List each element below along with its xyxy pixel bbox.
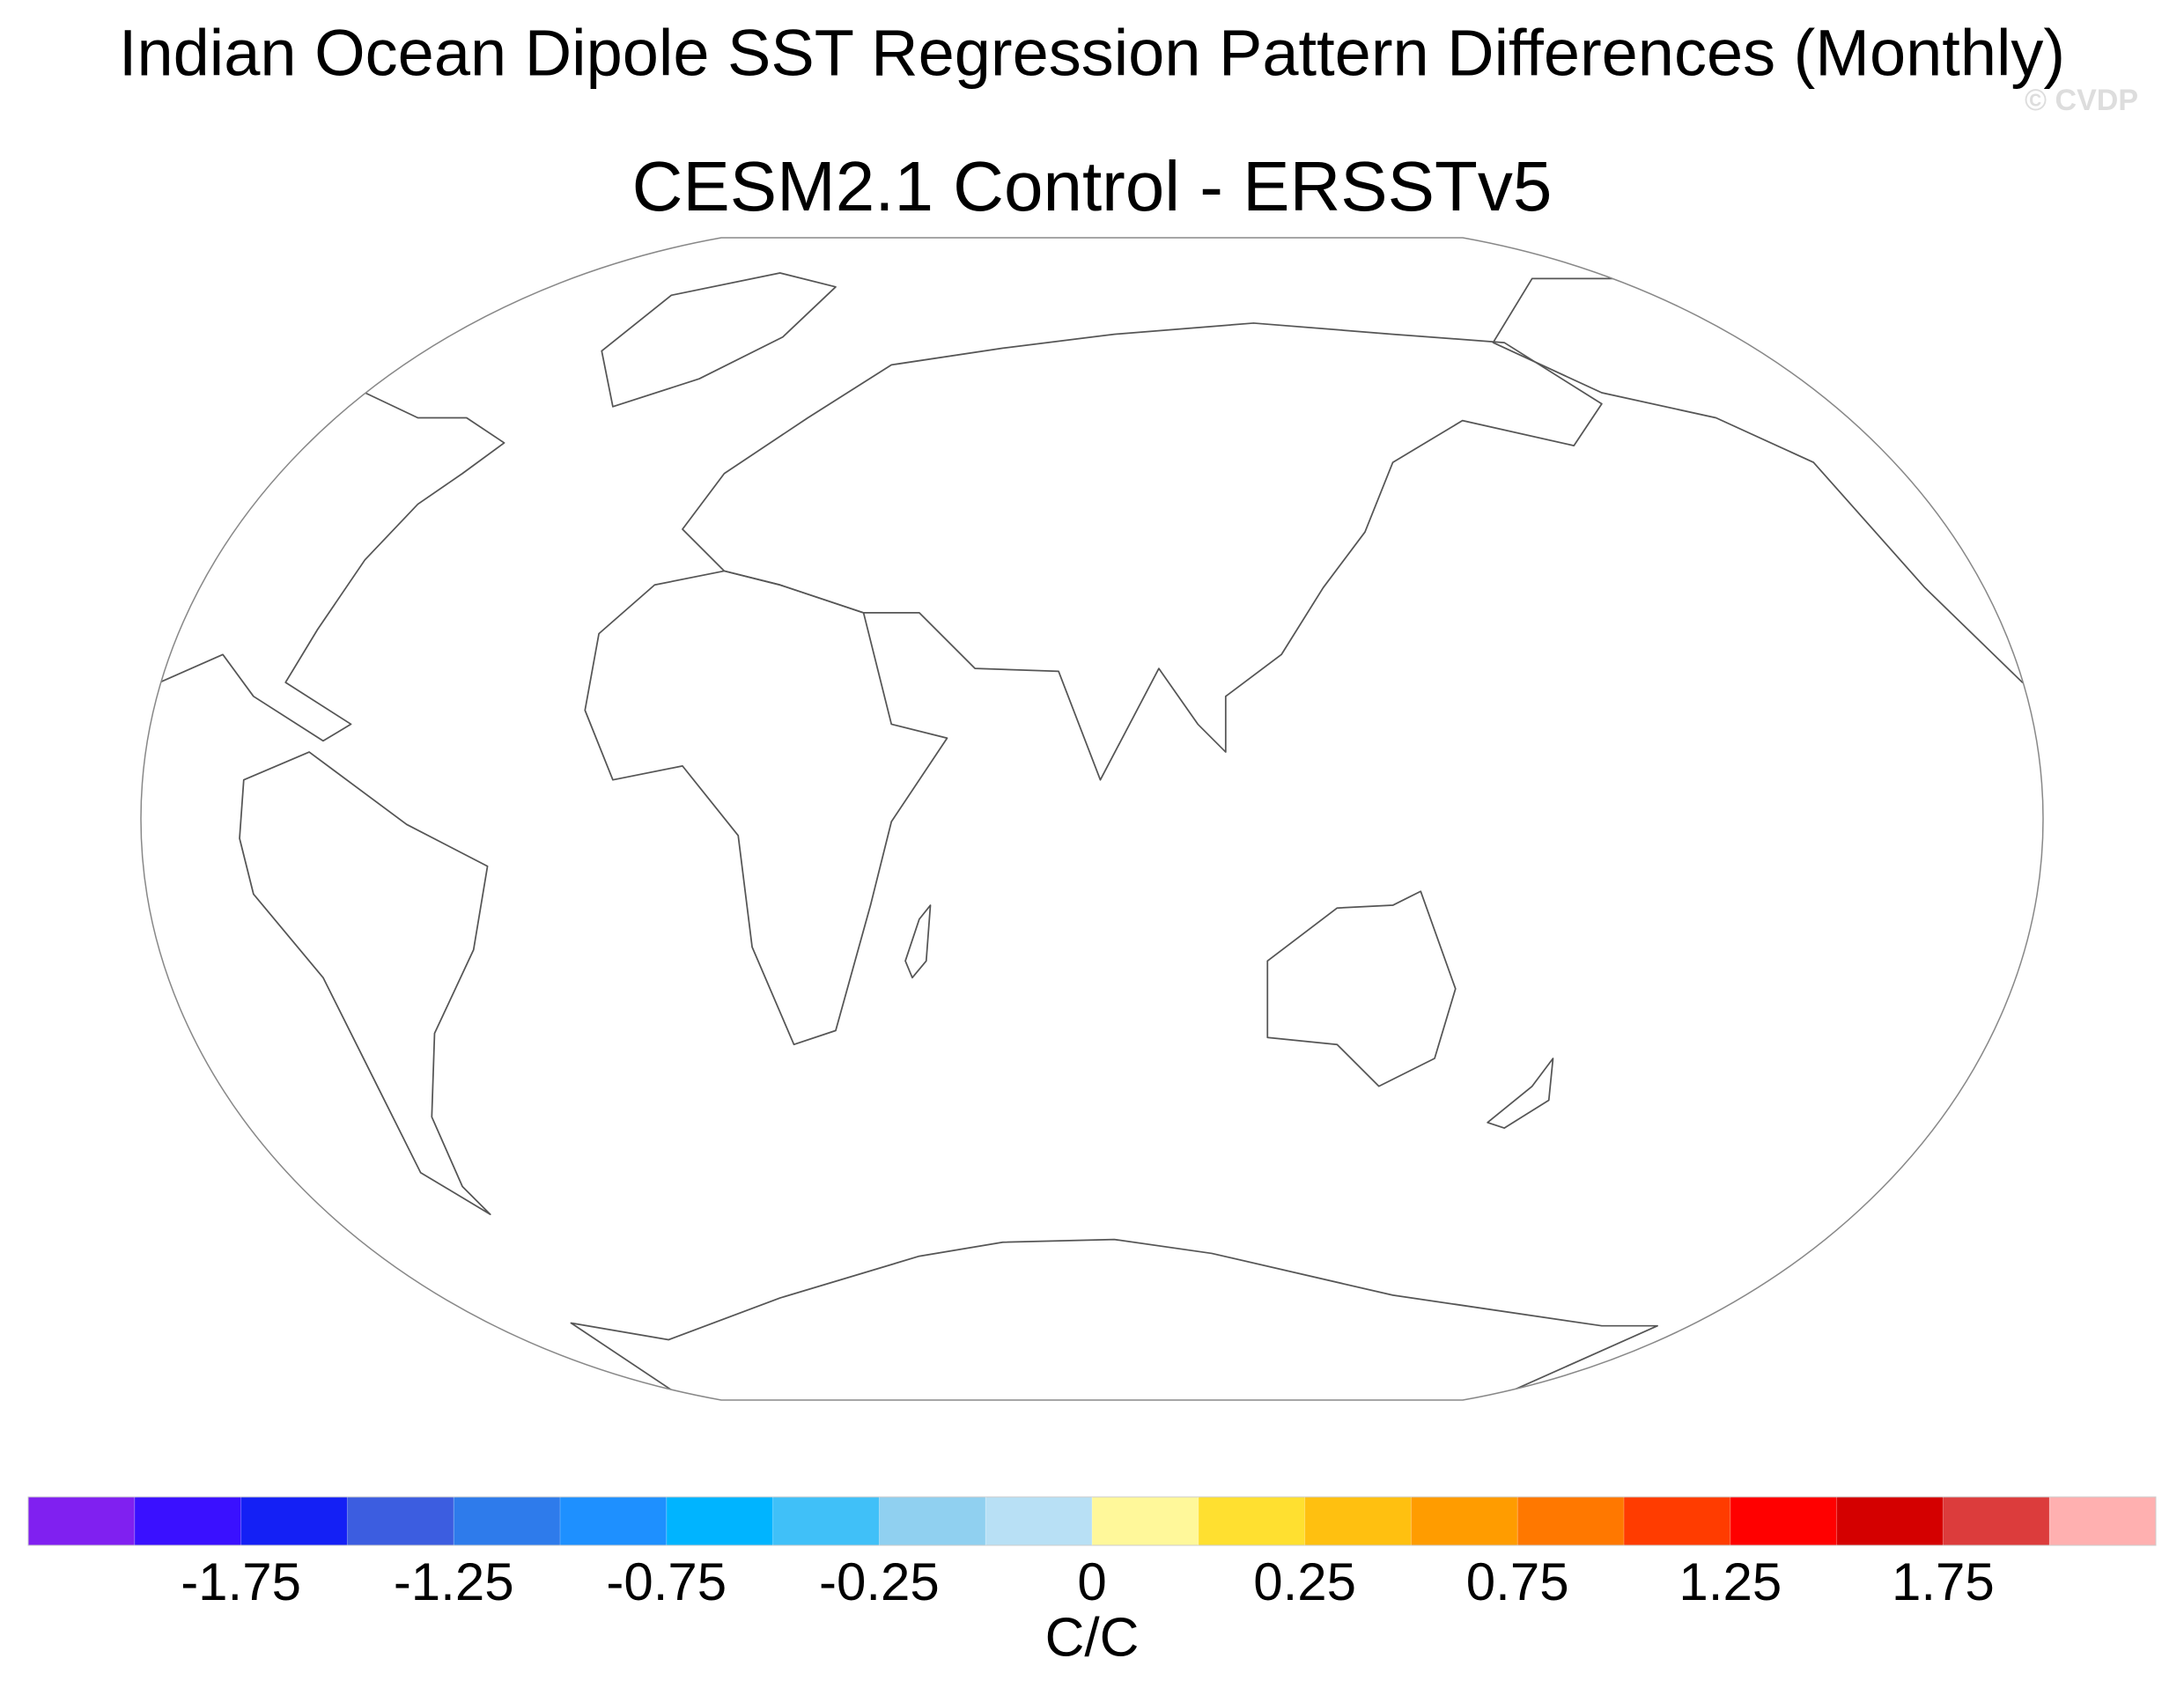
color-box — [1624, 1497, 1730, 1545]
colorbar-tick-label: -1.25 — [394, 1552, 514, 1611]
colorbar-label: C/C — [1045, 1607, 1140, 1668]
color-box — [1730, 1497, 1837, 1545]
australia — [1266, 890, 1457, 1087]
color-box — [134, 1497, 241, 1545]
color-box — [985, 1497, 1092, 1545]
color-box — [1836, 1497, 1944, 1545]
color-box — [772, 1497, 880, 1545]
color-box — [1092, 1497, 1199, 1545]
map — [141, 272, 2043, 1400]
color-box — [2049, 1497, 2156, 1545]
colorbar-tick-label: 0.75 — [1466, 1552, 1569, 1611]
color-box — [240, 1497, 348, 1545]
alaska — [1492, 277, 2043, 697]
subtitle: CESM2.1 Control - ERSSTv5 — [632, 147, 1553, 225]
color-box — [347, 1497, 454, 1545]
map-border — [140, 237, 2044, 1401]
color-box — [1517, 1497, 1624, 1545]
colorbar-tick-label: 0.25 — [1253, 1552, 1356, 1611]
color-box — [28, 1497, 135, 1545]
colorbar-tick-label: 1.75 — [1892, 1552, 1995, 1611]
coastlines — [141, 272, 2043, 1400]
africa — [584, 570, 948, 1046]
new-zealand — [1487, 1058, 1554, 1129]
color-box — [1411, 1497, 1518, 1545]
color-box — [666, 1497, 773, 1545]
color-box — [879, 1497, 986, 1545]
colorbar: -1.75 -1.25 -0.75 -0.25 0 0.25 0.75 1.25 1.75 — [27, 1496, 2157, 1611]
madagascar — [904, 904, 932, 979]
colorbar-tick-label: 1.25 — [1679, 1552, 1782, 1611]
color-box — [1304, 1497, 1412, 1545]
title: Indian Ocean Dipole SST Regression Patte… — [119, 17, 2065, 90]
south-america — [239, 751, 491, 1216]
antarctica — [570, 1238, 1658, 1400]
colorbar-tick-label: 0 — [1077, 1552, 1106, 1611]
colorbar-frame — [27, 1496, 2157, 1546]
greenland — [601, 272, 837, 408]
watermark: © CVDP — [2025, 84, 2138, 117]
color-box — [1198, 1497, 1305, 1545]
color-box — [454, 1497, 560, 1545]
color-box — [1943, 1497, 2050, 1545]
color-box — [560, 1497, 667, 1545]
north-america — [141, 322, 505, 742]
colorbar-tick-label: -0.75 — [606, 1552, 727, 1611]
eurasia — [682, 322, 1603, 781]
colorbar-tick-label: -1.75 — [181, 1552, 301, 1611]
colorbar-tick-label: -0.25 — [819, 1552, 940, 1611]
